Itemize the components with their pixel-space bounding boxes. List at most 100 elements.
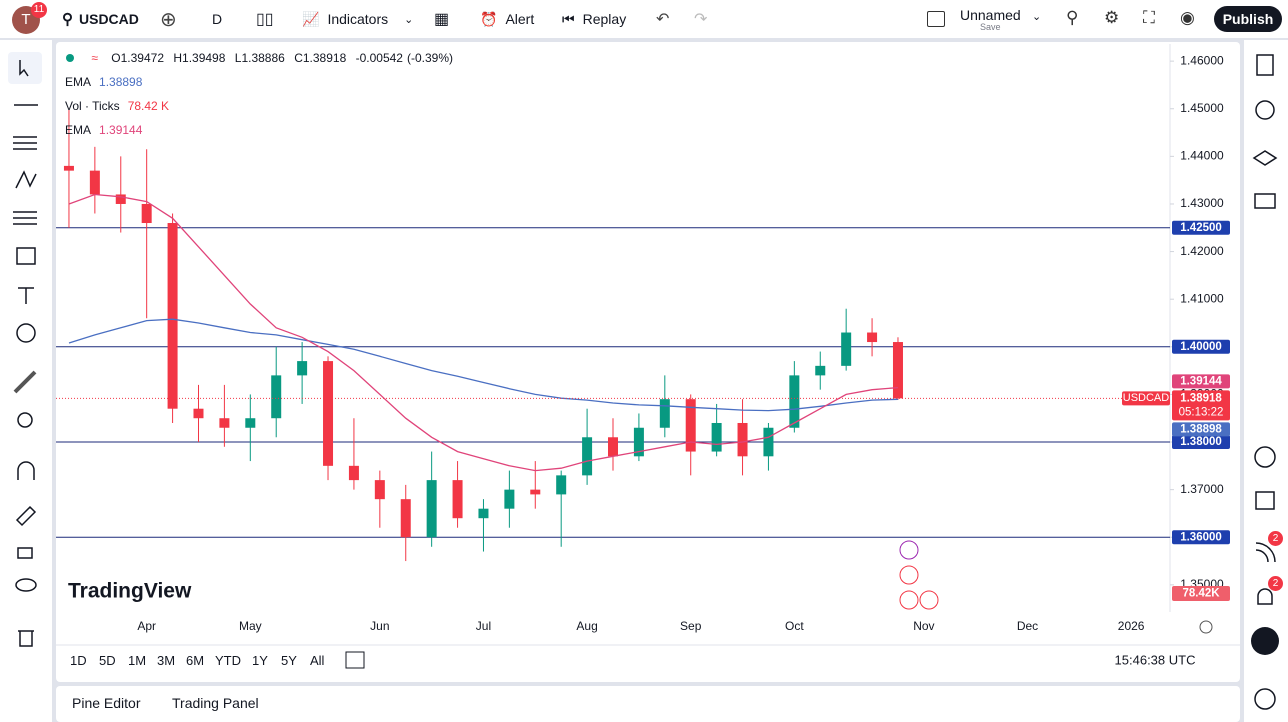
date-range-picker[interactable]	[345, 651, 365, 669]
notifications[interactable]	[1257, 588, 1273, 605]
candle-body	[815, 365, 826, 376]
event-icon[interactable]	[919, 590, 939, 610]
ema-name: EMA	[65, 75, 92, 89]
shape-tool[interactable]	[16, 247, 36, 265]
add-symbol[interactable]: ⊕	[160, 8, 177, 31]
bottom-tab[interactable]: Pine Editor	[72, 695, 141, 711]
avatar[interactable]: T	[12, 6, 40, 34]
range-button[interactable]: 1D	[70, 653, 87, 668]
y-tick-label: 1.37000	[1180, 482, 1224, 496]
axis-settings[interactable]	[1199, 620, 1213, 634]
symbol-search[interactable]: ⚲ USDCAD	[62, 11, 139, 28]
settings[interactable]: ⚙	[1104, 8, 1120, 27]
alert-label: Alert	[505, 11, 535, 27]
range-button[interactable]: All	[310, 653, 325, 668]
level-tag-label: 1.36000	[1180, 531, 1222, 543]
x-tick-label: May	[239, 619, 262, 633]
templates[interactable]: ▦	[434, 11, 450, 28]
level-tag	[1172, 220, 1230, 235]
range-button[interactable]: 5Y	[281, 653, 297, 668]
chart-type[interactable]: ▯▯	[256, 11, 274, 28]
vol-name: Vol · Ticks	[65, 99, 120, 113]
y-tick-label: 1.41000	[1180, 291, 1224, 305]
redo[interactable]: ↷	[694, 11, 708, 28]
symbol: USDCAD	[79, 11, 139, 27]
products[interactable]	[1251, 627, 1279, 655]
y-tick-label: 1.44000	[1180, 149, 1224, 163]
candle-body	[141, 203, 152, 224]
level-tag	[1172, 339, 1230, 354]
candle-body	[867, 332, 878, 343]
replay-button[interactable]: ⏮ Replay	[562, 10, 627, 28]
prediction-tool[interactable]	[13, 211, 37, 225]
calendar[interactable]	[1255, 491, 1275, 510]
news[interactable]	[1255, 542, 1276, 563]
range-button[interactable]: 5D	[99, 653, 116, 668]
layout-icon[interactable]	[927, 11, 945, 27]
chats[interactable]	[1254, 193, 1276, 209]
emoji-tool[interactable]	[16, 323, 36, 343]
vol-tag-label: 78.42K	[1182, 588, 1220, 600]
help[interactable]	[1254, 688, 1276, 710]
publish-button[interactable]: Publish	[1214, 6, 1282, 32]
lock-tool[interactable]	[17, 547, 33, 559]
range-button[interactable]: 1M	[128, 653, 147, 668]
interval[interactable]: D	[212, 11, 223, 27]
tool-active[interactable]	[8, 52, 42, 84]
notification-badge: 2	[1268, 576, 1283, 591]
delete-tool[interactable]	[18, 630, 34, 647]
open-label: O	[111, 51, 121, 65]
vol-value: 78.42 K	[127, 99, 170, 113]
layout-menu[interactable]: ⌄	[1032, 11, 1042, 23]
text-tool[interactable]	[18, 287, 34, 304]
right-sidebar	[1244, 40, 1288, 722]
avatar-badge: 11	[31, 2, 47, 18]
change: -0.00542	[355, 51, 403, 65]
event-icon[interactable]	[899, 540, 919, 560]
drawing-mode[interactable]	[15, 505, 37, 527]
level-tag	[1172, 435, 1230, 450]
range-button[interactable]: 1Y	[252, 653, 268, 668]
candle-body	[89, 170, 100, 195]
candle-body	[530, 489, 541, 495]
zoom-tool[interactable]	[17, 412, 33, 428]
undo[interactable]: ↶	[656, 11, 670, 28]
quick-search[interactable]: ⚲	[1066, 8, 1079, 27]
x-tick-label: Jul	[476, 619, 491, 633]
x-tick-label: Aug	[576, 619, 597, 633]
fullscreen[interactable]: ⛶	[1143, 8, 1155, 27]
sidebar-icons	[1251, 54, 1279, 710]
layout-name[interactable]: Unnamed	[960, 7, 1021, 23]
indicators-button[interactable]: 📈 Indicators ⌄	[302, 10, 414, 28]
candle-body	[115, 194, 126, 204]
x-tick-label: Nov	[913, 619, 934, 633]
y-tick-label: 1.45000	[1180, 101, 1224, 115]
measure-tool[interactable]	[13, 370, 37, 394]
top-toolbar	[0, 0, 1288, 38]
snapshot[interactable]: ◉	[1180, 8, 1195, 27]
countdown: 05:13:22	[1179, 406, 1224, 418]
event-icon[interactable]	[899, 565, 919, 585]
level-tag-label: 1.38000	[1180, 436, 1222, 448]
alerts[interactable]	[1255, 100, 1275, 120]
bottom-tab[interactable]: Trading Panel	[172, 695, 259, 711]
alert-button[interactable]: ⏰ Alert	[480, 10, 535, 28]
fib-tool[interactable]	[13, 136, 37, 150]
ema-tag-label: 1.39144	[1180, 375, 1222, 387]
watchlist[interactable]	[1256, 54, 1274, 76]
ohlc-legend: ≈ O1.39472 H1.39498 L1.38886 C1.38918 -0…	[66, 51, 453, 65]
range-button[interactable]: 3M	[157, 653, 176, 668]
close-label: C	[294, 51, 303, 65]
event-icon[interactable]	[899, 590, 919, 610]
cursor-tool[interactable]	[19, 60, 29, 77]
candle-body	[348, 465, 359, 481]
magnet-tool[interactable]	[17, 461, 35, 480]
layers[interactable]	[1252, 150, 1278, 166]
candle-body	[763, 427, 774, 457]
range-button[interactable]: 6M	[186, 653, 205, 668]
pattern-tool[interactable]	[15, 170, 37, 189]
hide-tool[interactable]	[15, 578, 37, 592]
ema-tag	[1172, 374, 1230, 389]
range-button[interactable]: YTD	[215, 653, 241, 668]
tech-analysis[interactable]	[1254, 446, 1276, 468]
